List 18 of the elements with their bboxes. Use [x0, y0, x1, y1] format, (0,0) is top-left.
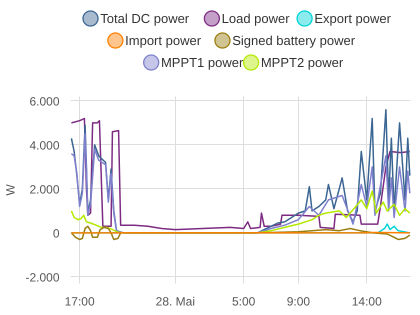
- legend-label: Import power: [125, 33, 202, 48]
- y-tick-label: 0: [52, 226, 60, 240]
- legend-label: MPPT1 power: [160, 55, 244, 70]
- legend-label: MPPT2 power: [260, 55, 344, 70]
- legend-label: Total DC power: [100, 11, 190, 26]
- y-tick-label: 2.000: [29, 182, 60, 196]
- x-tick-label: 9:00: [286, 294, 310, 308]
- y-axis-title: W: [3, 184, 18, 196]
- legend-label: Export power: [314, 11, 392, 26]
- y-tick-label: 4.000: [29, 138, 60, 152]
- x-tick-label: 28. Mai: [156, 294, 196, 308]
- y-tick-label: -2.000: [25, 270, 60, 284]
- x-tick-label: 5:00: [232, 294, 256, 308]
- x-tick-label: 14:00: [352, 294, 382, 308]
- legend-label: Load power: [222, 11, 290, 26]
- legend-label: Signed battery power: [232, 33, 356, 48]
- x-tick-label: 17:00: [64, 294, 95, 308]
- y-tick-label: 6.000: [29, 94, 60, 108]
